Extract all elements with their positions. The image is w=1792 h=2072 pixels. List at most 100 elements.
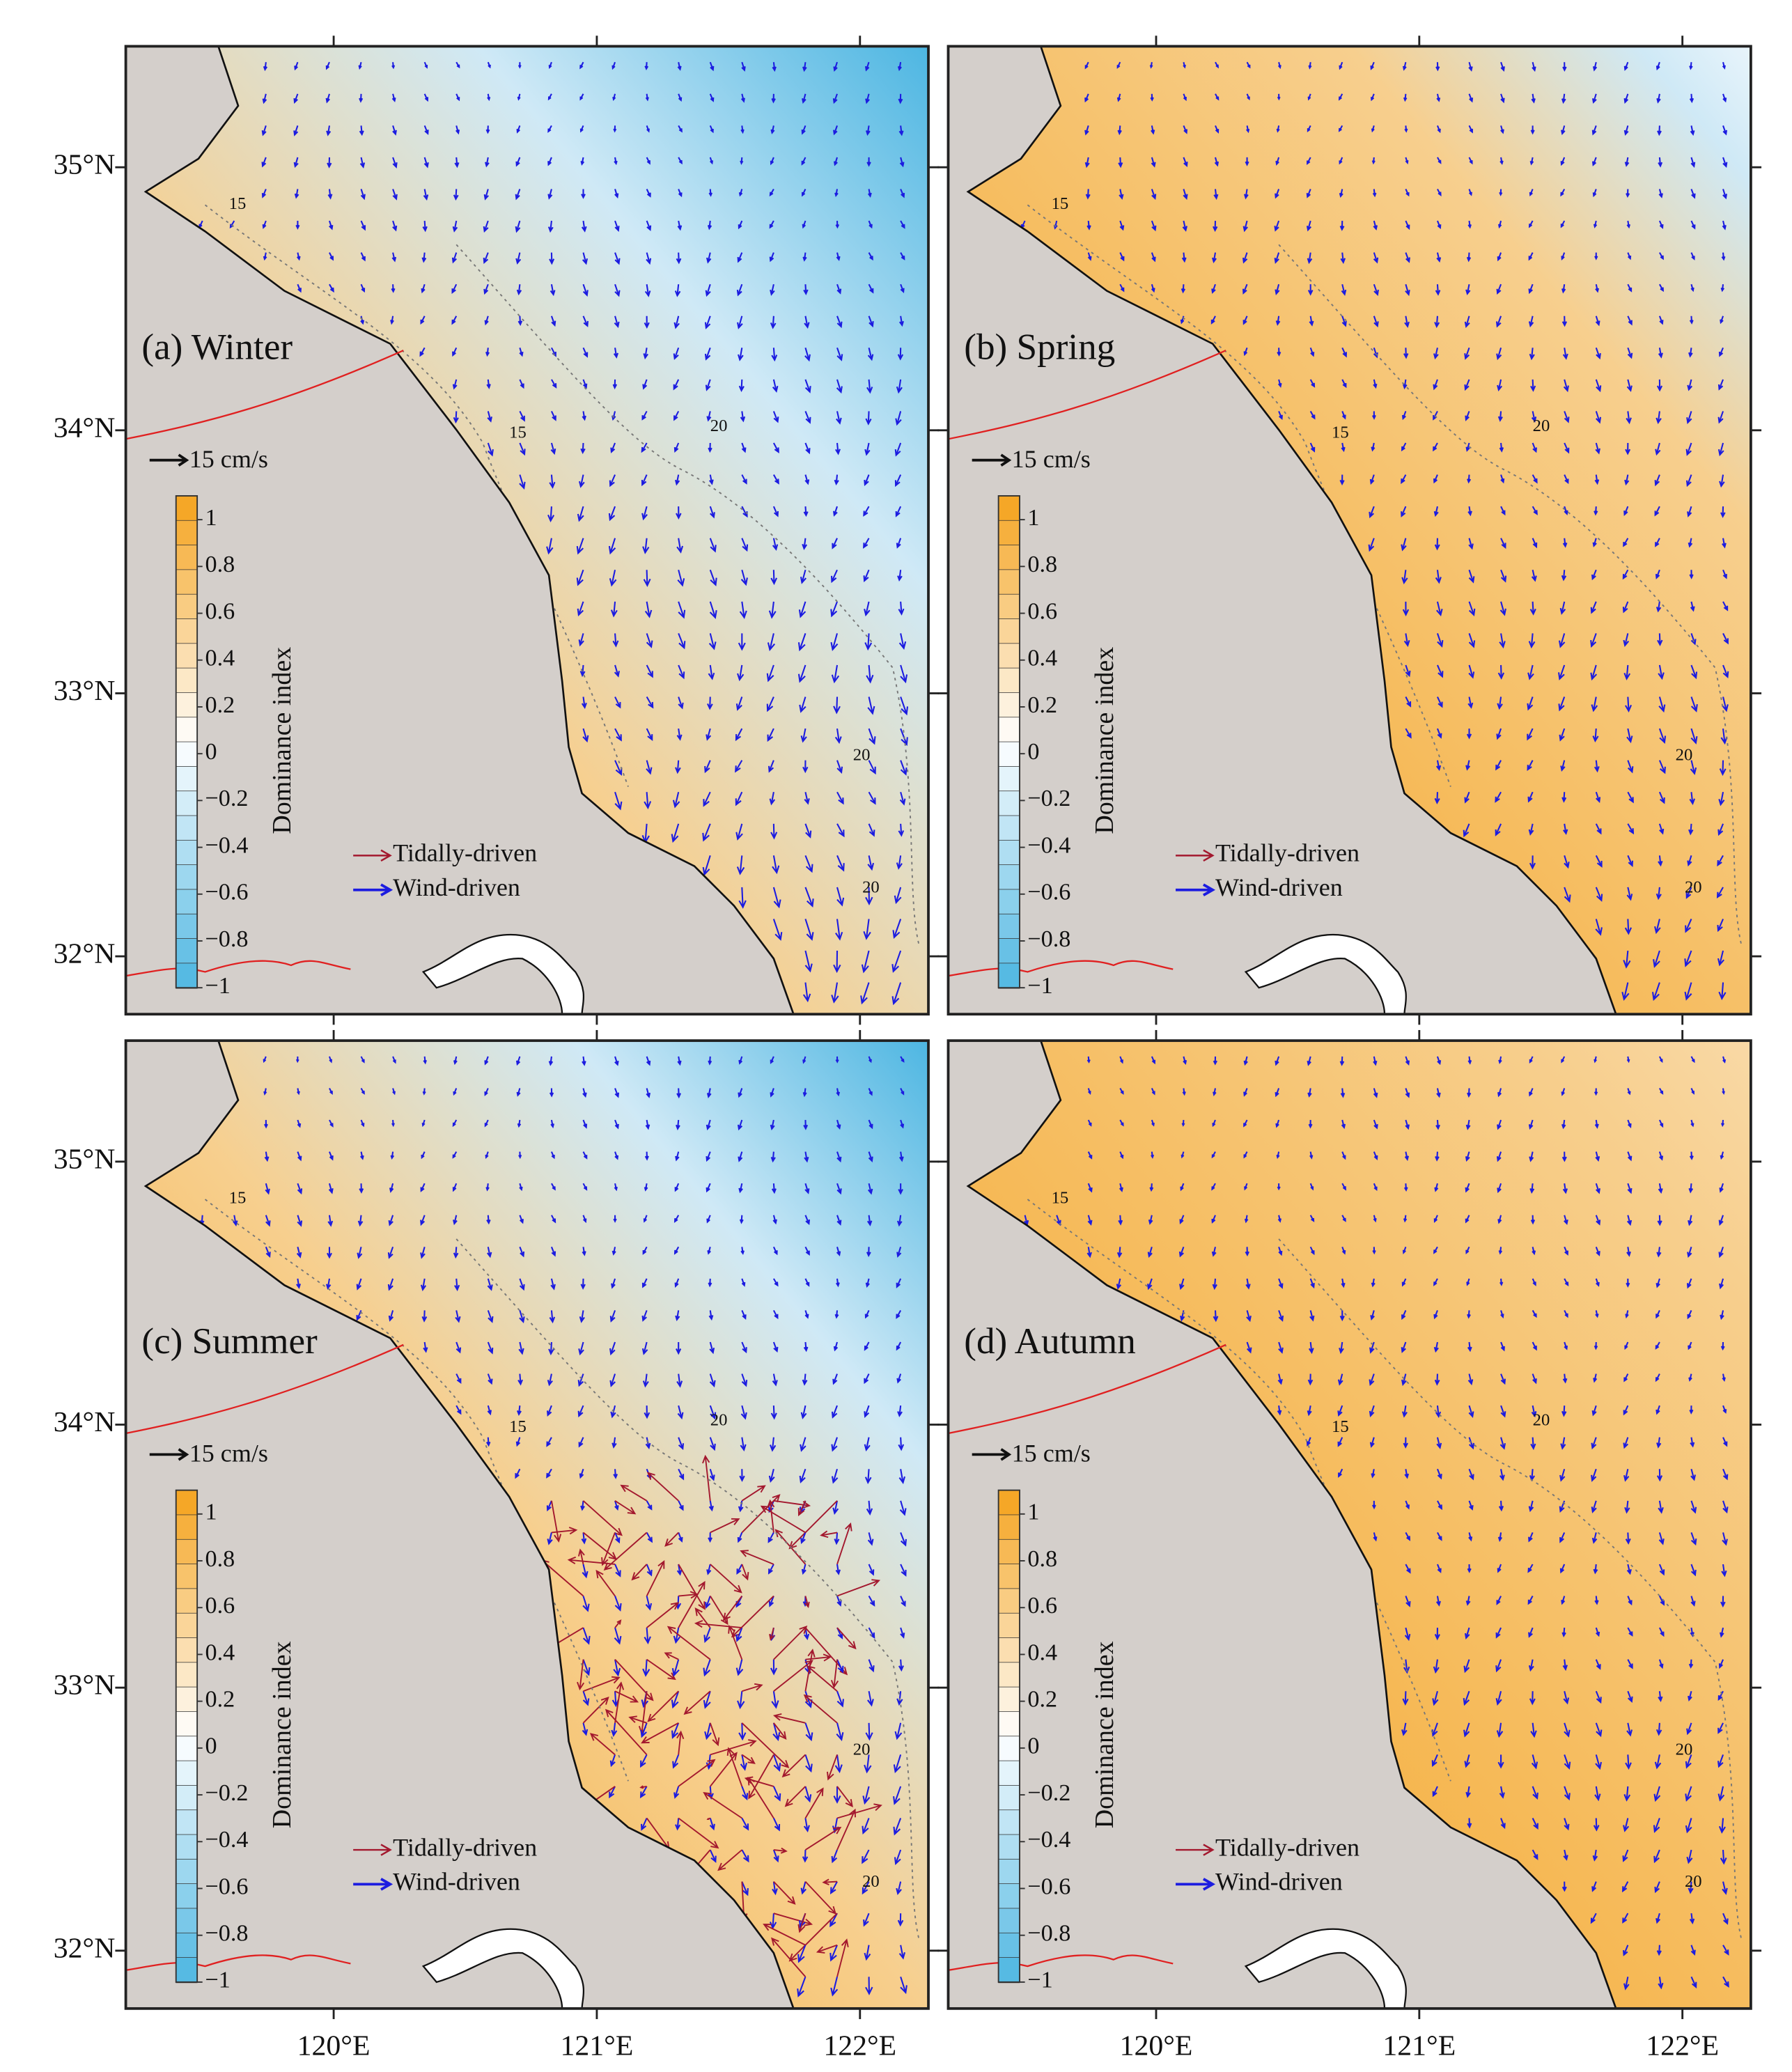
current-arrow	[710, 1739, 757, 1756]
current-arrow	[1468, 189, 1472, 196]
current-arrow	[642, 1373, 649, 1388]
province-border	[948, 1954, 1174, 1971]
current-arrow	[1087, 1151, 1093, 1160]
current-arrow	[1183, 93, 1187, 102]
current-arrow	[614, 696, 621, 709]
current-arrow	[1627, 1088, 1631, 1096]
current-arrow	[802, 1088, 807, 1098]
current-arrow	[1307, 284, 1314, 296]
current-arrow	[740, 125, 745, 134]
current-arrow	[328, 1183, 334, 1194]
current-arrow	[1432, 1690, 1439, 1706]
scale-arrow	[972, 453, 1012, 467]
current-arrow	[1464, 379, 1470, 391]
current-arrow	[1404, 1627, 1411, 1642]
current-arrow	[1371, 1500, 1376, 1510]
current-arrow	[1689, 1913, 1695, 1924]
current-arrow	[1591, 1468, 1597, 1482]
current-arrow	[1529, 1088, 1534, 1097]
current-arrow	[804, 1278, 810, 1287]
current-arrow	[1528, 252, 1534, 261]
current-arrow	[1405, 1056, 1410, 1066]
current-arrow	[1564, 1309, 1568, 1318]
current-arrow	[1086, 1056, 1091, 1064]
current-arrow	[678, 1759, 716, 1787]
current-arrow	[1559, 728, 1566, 742]
colorbar-tick-label: −0.4	[205, 832, 249, 858]
current-arrow	[392, 1056, 396, 1064]
current-arrow	[1591, 1532, 1598, 1544]
current-arrow	[741, 1881, 749, 1896]
current-arrow	[1595, 283, 1600, 293]
current-arrow	[1373, 1532, 1378, 1542]
current-arrow	[1436, 601, 1443, 617]
current-arrow	[675, 760, 681, 774]
current-arrow	[740, 1550, 774, 1565]
current-arrow	[582, 347, 589, 358]
current-arrow	[1531, 93, 1536, 104]
current-arrow	[738, 189, 743, 197]
current-arrow	[297, 1151, 302, 1162]
current-arrow	[608, 538, 616, 555]
current-arrow	[1401, 411, 1407, 421]
current-arrow	[836, 1690, 844, 1708]
current-arrow	[1718, 1246, 1724, 1259]
current-arrow	[455, 1373, 462, 1384]
current-arrow	[1689, 1151, 1694, 1160]
current-arrow	[548, 1341, 554, 1356]
current-arrow	[1405, 728, 1412, 739]
current-arrow	[866, 157, 871, 167]
current-arrow	[867, 1215, 873, 1226]
current-arrow	[802, 982, 811, 1003]
current-arrow	[483, 283, 489, 295]
current-arrow	[1404, 125, 1408, 133]
current-arrow	[641, 474, 648, 487]
current-arrow	[326, 125, 332, 137]
current-arrow	[1405, 1596, 1411, 1607]
current-arrow	[898, 633, 907, 650]
current-arrow	[1437, 1500, 1442, 1511]
current-arrow	[769, 188, 774, 197]
current-arrow	[900, 283, 905, 293]
current-arrow	[706, 1088, 712, 1098]
current-arrow	[1496, 1596, 1502, 1605]
current-arrow	[1151, 1119, 1155, 1127]
current-arrow	[1623, 1786, 1631, 1802]
current-arrow	[453, 1247, 459, 1259]
current-arrow	[1401, 1310, 1407, 1321]
current-arrow	[864, 1405, 870, 1418]
current-arrow	[644, 284, 651, 297]
current-arrow	[1562, 538, 1568, 548]
current-arrow	[1499, 601, 1506, 616]
current-arrow	[1373, 1215, 1377, 1223]
current-arrow	[1626, 728, 1633, 744]
current-arrow	[833, 951, 841, 974]
lat-tick-label: 33°N	[54, 675, 116, 707]
current-arrow	[1530, 1215, 1536, 1225]
current-arrow	[1562, 62, 1567, 72]
current-arrow	[1564, 411, 1570, 423]
current-arrow	[865, 1278, 870, 1288]
colorbar-tick-label: 1	[1027, 505, 1039, 531]
current-arrow	[900, 1627, 905, 1639]
current-arrow	[646, 760, 653, 775]
current-arrow	[1465, 1786, 1471, 1798]
current-arrow	[709, 601, 717, 619]
current-arrow	[1467, 1341, 1472, 1353]
current-arrow	[1564, 1278, 1569, 1287]
current-arrow	[548, 61, 552, 70]
current-arrow	[1627, 1659, 1633, 1669]
current-arrow	[770, 1119, 775, 1131]
current-arrow	[1464, 1754, 1470, 1768]
current-arrow	[677, 62, 682, 71]
current-arrow	[261, 157, 267, 168]
current-arrow	[896, 379, 903, 394]
current-arrow	[1211, 283, 1216, 294]
lon-tick-label: 120°E	[297, 2030, 371, 2062]
current-arrow	[709, 61, 715, 72]
current-arrow	[1435, 62, 1440, 72]
current-arrow	[1117, 125, 1122, 136]
current-arrow	[741, 1849, 749, 1863]
current-arrow	[1465, 1246, 1470, 1254]
current-arrow	[1467, 1056, 1472, 1065]
